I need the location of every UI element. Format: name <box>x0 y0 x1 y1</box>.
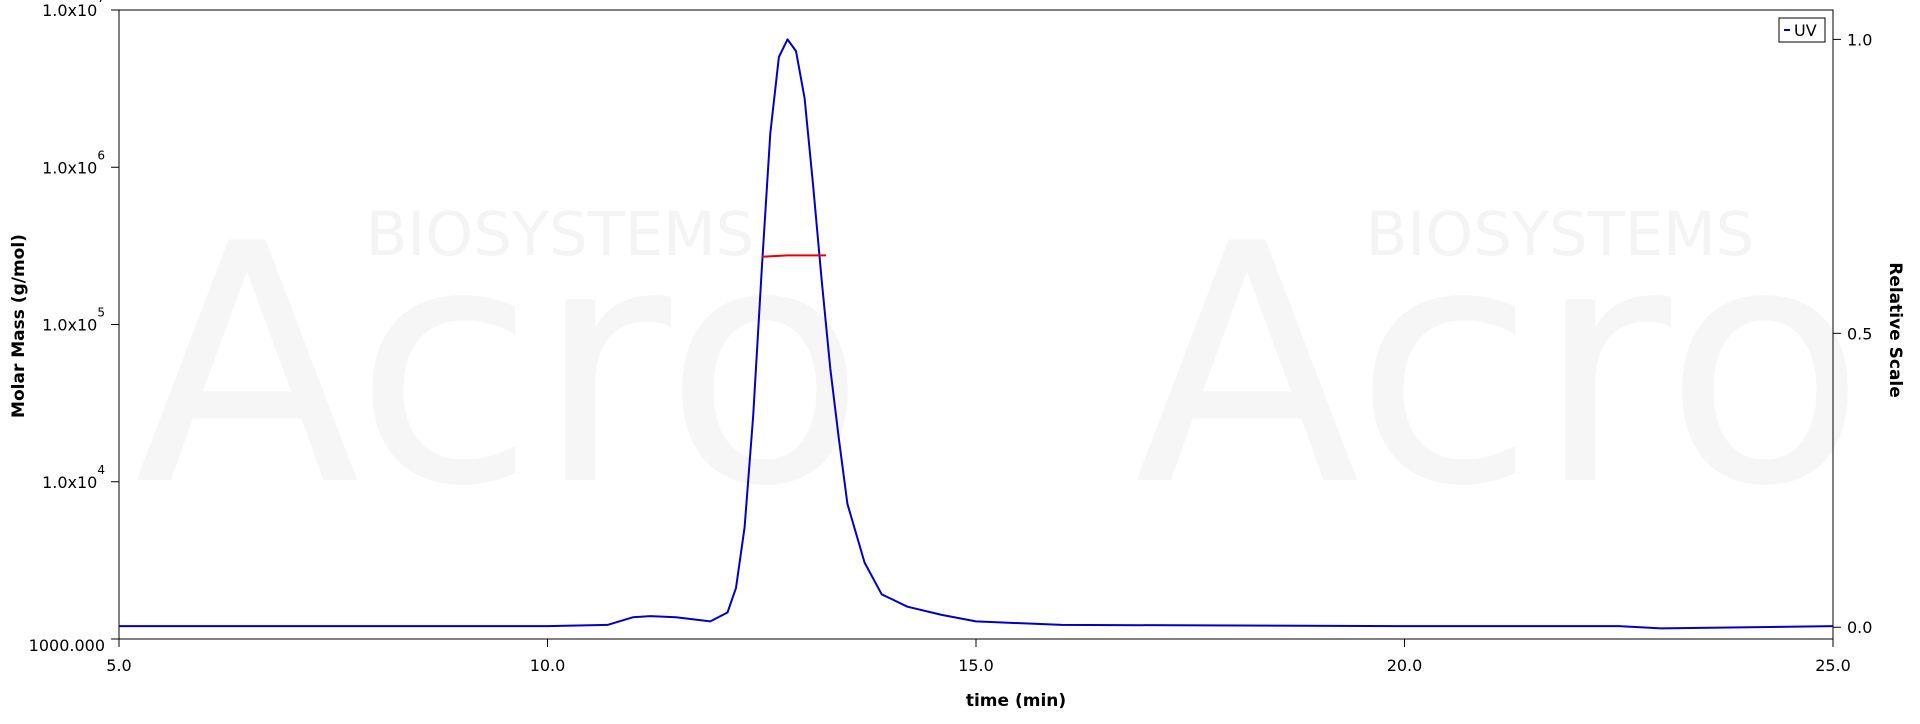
y-tick-label: 1.0x104 <box>42 463 105 492</box>
y-tick-label-base: 1.0x10 <box>42 316 97 335</box>
y-tick-exponent: 5 <box>97 306 105 320</box>
y-tick-label: 1.0x105 <box>42 306 105 335</box>
y2-tick-label: 0.5 <box>1847 324 1872 343</box>
x-tick-label: 25.0 <box>1815 656 1851 675</box>
y2-tick-label: 1.0 <box>1847 30 1872 49</box>
legend-box <box>1778 17 1826 43</box>
x-tick-label: 15.0 <box>958 656 994 675</box>
y2-axis-title: Relative Scale <box>1885 262 1905 398</box>
legend-label: UV <box>1794 21 1817 40</box>
x-axis-title: time (min) <box>966 691 1066 711</box>
x-tick-label: 5.0 <box>106 656 131 675</box>
watermark: Acro <box>1134 174 1866 558</box>
x-tick-label: 10.0 <box>530 656 566 675</box>
y-tick-label: 1.0x107 <box>42 0 105 20</box>
y-tick-exponent: 7 <box>97 0 105 5</box>
y-tick-label-base: 1000.000 <box>29 636 105 655</box>
y-axis-title: Molar Mass (g/mol) <box>9 234 29 418</box>
x-tick-label: 20.0 <box>1387 656 1423 675</box>
y-tick-label-base: 1.0x10 <box>42 1 97 20</box>
y-tick-exponent: 6 <box>97 148 105 162</box>
y-tick-label: 1.0x106 <box>42 148 105 177</box>
watermark: Acro <box>134 174 866 558</box>
y-tick-exponent: 4 <box>97 463 105 477</box>
data-line <box>119 38 1834 630</box>
y-tick-label: 1000.000 <box>29 636 105 655</box>
y-tick-label-base: 1.0x10 <box>42 158 97 177</box>
watermark: BIOSYSTEMS <box>366 200 754 270</box>
watermark: BIOSYSTEMS <box>1366 200 1754 270</box>
y2-tick-label: 0.0 <box>1847 618 1872 637</box>
data-line <box>761 254 826 258</box>
y-tick-label-base: 1.0x10 <box>42 473 97 492</box>
